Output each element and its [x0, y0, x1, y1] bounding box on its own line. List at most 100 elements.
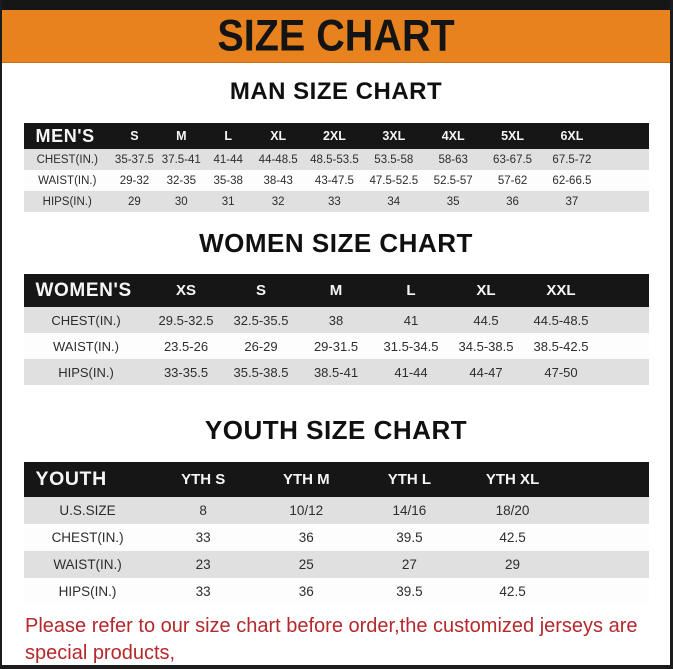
youth-chart-heading: YOUTH SIZE CHART	[204, 415, 468, 445]
size-cell: 36	[506, 195, 519, 208]
table-row: HIPS(IN.) 33-35.5 35.5-38.5 38.5-41 41-44 44-…	[23, 359, 649, 385]
footer-note: Please refer to our size chart before or…	[25, 613, 670, 665]
row-label: U.S.SIZE	[59, 503, 116, 518]
spacer-cell	[602, 191, 649, 212]
size-cell: 67.5-72	[552, 153, 592, 166]
size-cell: 18/20	[495, 503, 530, 518]
men-table-container: MEN'S S M L XL 2XL 3XL 4XL 5XL 6XL CHEST(IN.) 35-37…	[2, 123, 670, 212]
size-cell: 33	[195, 584, 211, 599]
size-cell: 41-44	[213, 153, 243, 166]
size-column-header: 4XL	[441, 129, 465, 143]
size-cell: 29-32	[119, 174, 150, 187]
size-cell: 39.5	[396, 530, 423, 545]
size-cell: 35-37.5	[114, 153, 154, 166]
size-column-header: M	[329, 282, 343, 299]
size-column-header: YTH S	[181, 471, 226, 488]
size-cell: 32-35	[166, 174, 197, 187]
spacer-cell	[599, 333, 649, 359]
size-cell: 38-43	[263, 174, 293, 187]
spacer-cell	[599, 307, 649, 333]
size-column-header: YTH XL	[485, 471, 540, 488]
women-size-table: WOMEN'S XS S M L XL XXL CHEST(IN.) 29.5-32.5 32.5…	[23, 274, 649, 385]
size-cell: 57-62	[497, 174, 528, 187]
row-label: HIPS(IN.)	[42, 195, 92, 208]
size-cell: 36	[298, 584, 314, 599]
table-row: WAIST(IN.) 29-32 32-35 35-38 38-43 43-47.5 47.…	[23, 170, 649, 191]
size-column-header: XL	[270, 129, 287, 143]
size-cell: 47.5-52.5	[369, 174, 419, 187]
women-table-container: WOMEN'S XS S M L XL XXL CHEST(IN.) 29.5-32.5 32.5…	[2, 274, 670, 385]
men-size-table: MEN'S S M L XL 2XL 3XL 4XL 5XL 6XL CHEST(IN.) 35-37…	[23, 123, 649, 212]
youth-header-label: YOUTH	[35, 468, 107, 490]
spacer-cell	[599, 274, 649, 307]
top-border-strip	[2, 0, 670, 10]
row-label: HIPS(IN.)	[58, 364, 114, 380]
size-cell: 26-29	[244, 338, 278, 354]
spacer-cell	[599, 359, 649, 385]
spacer-cell	[564, 462, 648, 497]
row-label: WAIST(IN.)	[53, 338, 119, 354]
size-cell: 37	[565, 195, 579, 208]
size-cell: 29.5-32.5	[158, 312, 214, 328]
spacer-cell	[602, 123, 649, 149]
size-cell: 42.5	[499, 584, 526, 599]
size-cell: 34	[387, 195, 401, 208]
size-cell: 23.5-26	[163, 338, 209, 354]
table-row: CHEST(IN.) 33 36 39.5 42.5	[23, 524, 649, 551]
size-column-header: YTH L	[387, 471, 432, 488]
women-header-row: WOMEN'S XS S M L XL XXL	[23, 274, 649, 307]
size-cell: 29-31.5	[313, 338, 359, 354]
men-header-label: MEN'S	[35, 125, 95, 146]
footer-line-1: Please refer to our size chart before or…	[25, 615, 638, 664]
row-label: CHEST(IN.)	[36, 153, 98, 166]
table-row: CHEST(IN.) 29.5-32.5 32.5-35.5 38 41 44.5 44.5…	[23, 307, 649, 333]
size-cell: 38.5-42.5	[533, 338, 589, 354]
size-cell: 42.5	[499, 530, 526, 545]
size-cell: 33	[328, 195, 341, 208]
size-column-header: 3XL	[382, 129, 406, 143]
men-size-chart-section: MAN SIZE CHART MEN'S S M L XL 2XL 3XL 4XL 5XL 6XL…	[2, 78, 670, 212]
page-title: SIZE CHART	[217, 10, 455, 61]
women-size-chart-section: WOMEN SIZE CHART WOMEN'S XS S M L XL XXL CHEST(…	[2, 228, 670, 385]
size-cell: 39.5	[396, 584, 423, 599]
size-column-header: 5XL	[501, 129, 525, 143]
size-cell: 37.5-41	[161, 153, 201, 166]
women-chart-heading: WOMEN SIZE CHART	[199, 228, 473, 258]
table-row: U.S.SIZE 8 10/12 14/16 18/20	[23, 497, 649, 524]
size-cell: 31	[221, 195, 235, 208]
youth-size-table: YOUTH YTH S YTH M YTH L YTH XL U.S.SIZE 8 10/12…	[23, 462, 649, 605]
size-column-header: YTH M	[282, 471, 330, 488]
size-cell: 35	[446, 195, 460, 208]
size-cell: 8	[199, 503, 207, 518]
table-row: CHEST(IN.) 35-37.5 37.5-41 41-44 44-48.5 48.5…	[23, 149, 649, 170]
spacer-cell	[602, 149, 649, 170]
row-label: HIPS(IN.)	[58, 584, 117, 599]
size-cell: 14/16	[392, 503, 427, 518]
size-cell: 44-48.5	[258, 153, 298, 166]
size-cell: 38.5-41	[313, 364, 359, 380]
size-cell: 63-67.5	[493, 153, 533, 166]
size-cell: 44.5-48.5	[533, 312, 589, 328]
spacer-cell	[602, 170, 649, 191]
size-cell: 33	[195, 530, 211, 545]
size-column-header: 6XL	[560, 129, 584, 143]
size-column-header: XXL	[546, 282, 576, 299]
size-cell: 34.5-38.5	[458, 338, 514, 354]
size-cell: 29	[505, 557, 521, 572]
size-cell: 10/12	[289, 503, 324, 518]
size-cell: 32	[271, 195, 285, 208]
size-cell: 32.5-35.5	[233, 312, 289, 328]
size-cell: 31.5-34.5	[383, 338, 439, 354]
spacer-cell	[564, 551, 648, 578]
table-row: HIPS(IN.) 33 36 39.5 42.5	[23, 578, 649, 605]
size-column-header: XL	[476, 282, 496, 299]
size-cell: 38	[328, 312, 344, 328]
size-cell: 41-44	[394, 364, 428, 380]
youth-header-row: YOUTH YTH S YTH M YTH L YTH XL	[23, 462, 649, 497]
row-label: WAIST(IN.)	[53, 557, 122, 572]
spacer-cell	[564, 497, 648, 524]
size-cell: 58-63	[438, 153, 468, 166]
size-cell: 48.5-53.5	[310, 153, 359, 166]
women-header-label: WOMEN'S	[35, 279, 132, 301]
size-cell: 35-38	[213, 174, 243, 187]
